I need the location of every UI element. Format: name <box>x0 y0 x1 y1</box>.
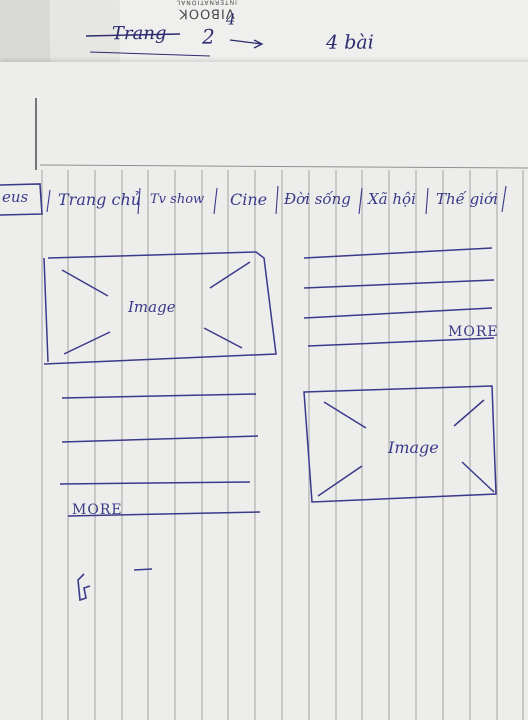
left-image-placeholder <box>43 251 277 365</box>
left-scribble <box>77 573 91 602</box>
notebook-sheet: VIBOOK INTERNATIONAL <box>0 62 528 720</box>
nav-item-trang-chu[interactable]: Trang chủ <box>58 190 142 209</box>
right-image-placeholder <box>303 385 497 503</box>
left-dash <box>133 568 153 571</box>
left-more-link[interactable]: MORE <box>72 502 123 518</box>
top-scribble-arrow <box>229 39 264 49</box>
nav-logo[interactable]: eus <box>2 188 29 206</box>
right-image-label: Image <box>388 438 439 457</box>
vertical-rules <box>41 170 524 720</box>
nav-item-doi-song[interactable]: Đời sống <box>284 190 351 208</box>
top-scribble-line <box>89 51 211 57</box>
top-scribble-strike <box>85 33 181 37</box>
left-text-lines <box>59 393 261 517</box>
nav-item-the-gioi[interactable]: Thế giới <box>436 190 498 208</box>
header-rule <box>39 164 528 169</box>
left-image-label: Image <box>128 298 176 316</box>
nav-item-cine[interactable]: Cine <box>230 190 268 209</box>
logo-box <box>0 183 43 216</box>
right-text-lines <box>303 247 495 347</box>
nav-item-tv-show[interactable]: Tv show <box>150 192 205 207</box>
nav-separators <box>46 185 507 215</box>
nav-item-xa-hoi[interactable]: Xã hội <box>368 190 416 208</box>
right-more-link[interactable]: MORE <box>448 324 499 340</box>
